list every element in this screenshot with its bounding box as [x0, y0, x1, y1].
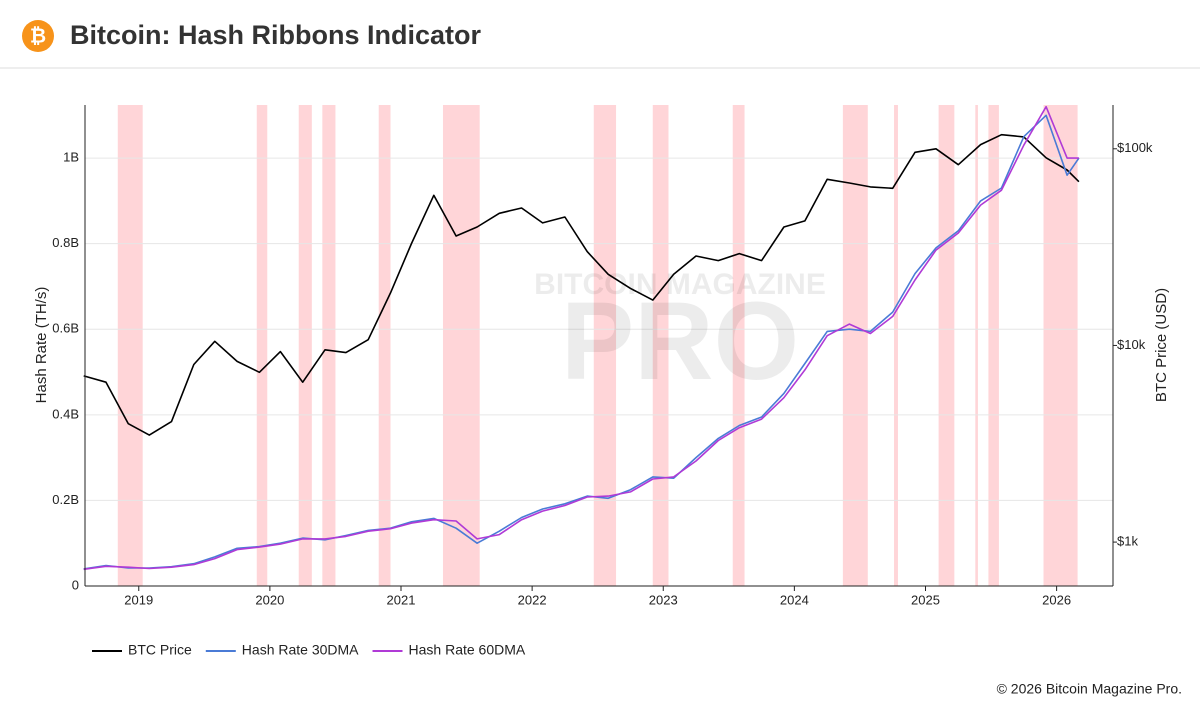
- series-line: [83, 105, 1079, 571]
- legend-label: Hash Rate 60DMA: [409, 642, 526, 658]
- capitulation-band: [938, 105, 955, 586]
- legend-label: Hash Rate 30DMA: [242, 642, 359, 658]
- x-tick-label: 2025: [911, 592, 940, 607]
- y-tick-label: 0.6B: [52, 321, 79, 336]
- capitulation-band: [117, 105, 143, 586]
- capitulation-band: [442, 105, 480, 586]
- watermark: PRO: [561, 280, 799, 403]
- y-tick-label: 1B: [63, 150, 79, 165]
- x-tick-label: 2020: [255, 592, 284, 607]
- x-tick-label: 2021: [387, 592, 416, 607]
- capitulation-band: [256, 105, 268, 586]
- y2-tick-label: $10k: [1117, 337, 1146, 352]
- capitulation-band: [732, 105, 745, 586]
- y-axis-title: Hash Rate (TH/s): [33, 287, 50, 404]
- copyright: © 2026 Bitcoin Magazine Pro.: [997, 681, 1182, 697]
- y2-tick-label: $100k: [1117, 140, 1153, 155]
- x-tick-label: 2024: [780, 592, 809, 607]
- capitulation-band: [298, 105, 312, 586]
- watermark: BITCOIN MAGAZINE: [534, 268, 826, 301]
- page-title: Bitcoin: Hash Ribbons Indicator: [70, 20, 482, 50]
- x-tick-label: 2026: [1042, 592, 1071, 607]
- bitcoin-icon-glyph: ₿: [30, 25, 46, 47]
- capitulation-band: [894, 105, 898, 586]
- x-tick-label: 2023: [649, 592, 678, 607]
- plot-lines: [83, 105, 1080, 571]
- legend-label: BTC Price: [128, 642, 192, 658]
- capitulation-band: [593, 105, 617, 586]
- y-tick-label: 0.2B: [52, 492, 79, 507]
- series-line: [83, 133, 1080, 436]
- capitulation-band: [1043, 105, 1078, 586]
- capitulation-band: [988, 105, 999, 586]
- bitcoin-icon: [22, 20, 54, 52]
- y-tick-label: 0.4B: [52, 406, 79, 421]
- y-tick-label: 0: [72, 577, 79, 592]
- y-tick-label: 0.8B: [52, 235, 79, 250]
- capitulation-band: [322, 105, 336, 586]
- capitulation-band: [652, 105, 669, 586]
- capitulation-band: [975, 105, 978, 586]
- x-tick-label: 2019: [124, 592, 153, 607]
- capitulation-band: [842, 105, 868, 586]
- header: [0, 0, 1200, 68]
- x-tick-label: 2022: [518, 592, 547, 607]
- legend: BTC Price Hash Rate 30DMA Hash Rate 60DMA: [92, 642, 526, 658]
- y2-axis-title: BTC Price (USD): [1153, 288, 1170, 402]
- axes: 0 0.2B 0.4B 0.6B 0.8B 1B $1k $10k $100k 2019 2020 2…: [52, 105, 1153, 607]
- y2-tick-label: $1k: [1117, 534, 1138, 549]
- capitulation-band: [378, 105, 391, 586]
